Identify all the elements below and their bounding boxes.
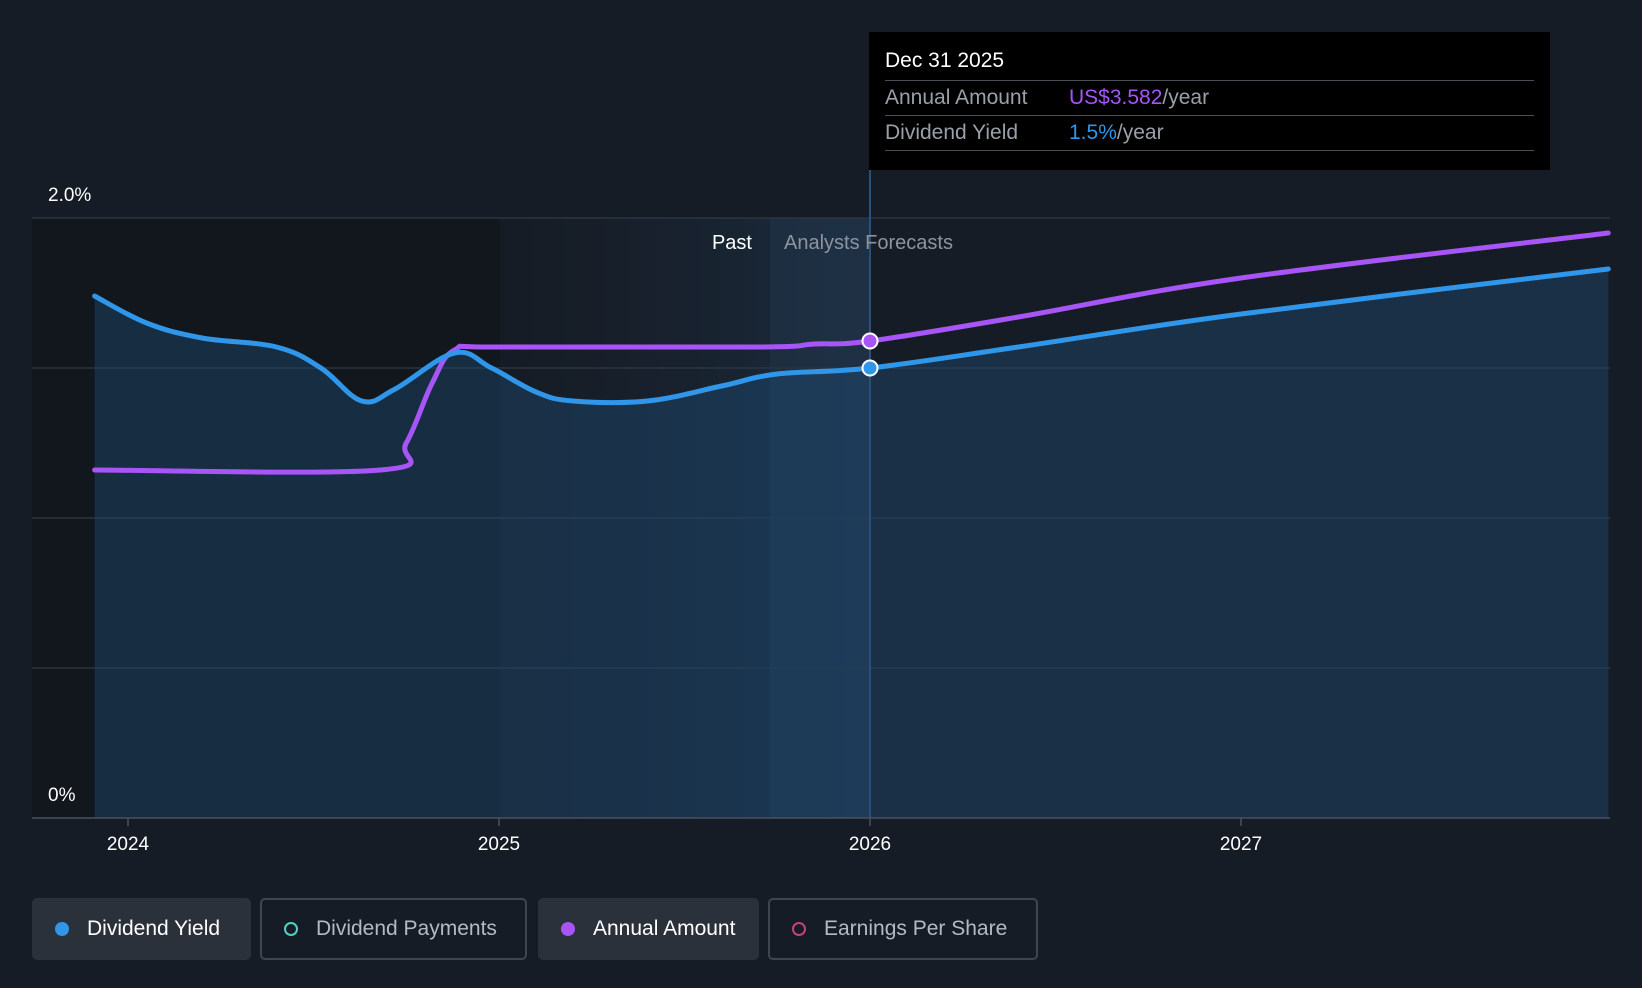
tooltip-row-dividend-yield: Dividend Yield 1.5% /year [885, 116, 1534, 151]
past-region-label: Past [712, 232, 752, 254]
legend-label: Earnings Per Share [824, 917, 1008, 940]
dividend-chart: 2024 2025 2026 2027 2.0% 0% Past Analysts F… [32, 170, 1611, 855]
tooltip-value: 1.5% [1069, 121, 1117, 144]
legend-label: Dividend Yield [87, 917, 221, 940]
filled-dot-icon [561, 922, 575, 936]
tooltip-label: Dividend Yield [885, 121, 1019, 144]
x-tick-label: 2027 [1220, 834, 1262, 855]
legend-dividend-payments-button[interactable]: Dividend Payments [260, 898, 527, 960]
dividend-yield-area [94, 269, 1609, 818]
tooltip-unit: /year [1116, 121, 1164, 144]
tooltip-value: US$3.582 [1069, 86, 1163, 109]
x-axis-ticks: 2024 2025 2026 2027 [107, 818, 1262, 855]
legend-earnings-per-share-button[interactable]: Earnings Per Share [768, 898, 1038, 960]
y-tick-label-bottom: 0% [48, 785, 76, 806]
legend-annual-amount-button[interactable]: Annual Amount [538, 898, 759, 960]
dividend-yield-line [92, 266, 1611, 406]
dividend-yield-marker[interactable] [861, 359, 879, 377]
annual-amount-marker[interactable] [861, 332, 879, 350]
forecast-region-label: Analysts Forecasts [784, 232, 953, 254]
x-tick-label: 2026 [849, 834, 891, 855]
tooltip-label: Annual Amount [885, 86, 1028, 109]
x-tick-label: 2024 [107, 834, 150, 855]
tooltip: Dec 31 2025 Annual Amount US$3.582 /year… [869, 32, 1550, 170]
filled-dot-icon [55, 922, 69, 936]
legend-label: Annual Amount [593, 917, 736, 940]
legend-label: Dividend Payments [316, 917, 497, 940]
y-tick-label-top: 2.0% [48, 185, 91, 206]
legend-dividend-yield-button[interactable]: Dividend Yield [32, 898, 251, 960]
tooltip-date: Dec 31 2025 [885, 46, 1534, 81]
grid-lines [32, 217, 1610, 669]
x-tick-label: 2025 [478, 834, 520, 855]
tooltip-row-annual-amount: Annual Amount US$3.582 /year [885, 81, 1534, 116]
tooltip-unit: /year [1162, 86, 1210, 109]
annual-amount-line [92, 230, 1611, 475]
hollow-dot-icon [792, 922, 806, 936]
hollow-dot-icon [284, 922, 298, 936]
